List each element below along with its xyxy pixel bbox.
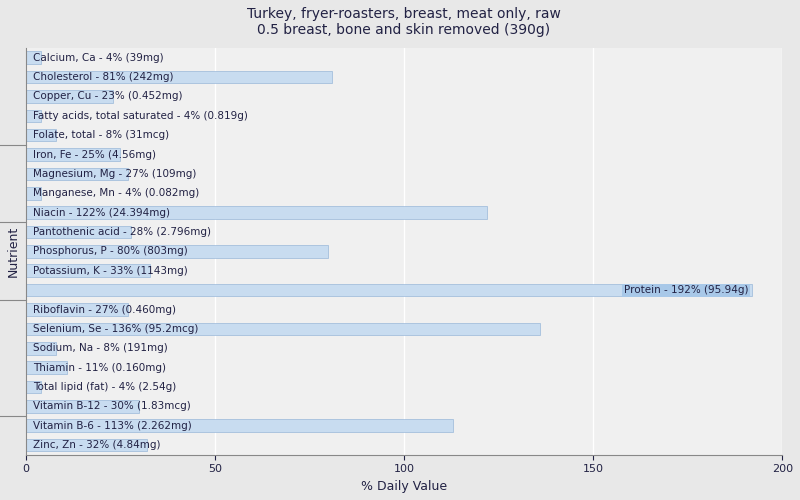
Bar bbox=[26, 168, 128, 180]
Bar bbox=[26, 52, 41, 64]
Text: Copper, Cu - 23% (0.452mg): Copper, Cu - 23% (0.452mg) bbox=[33, 92, 182, 102]
Text: Vitamin B-6 - 113% (2.262mg): Vitamin B-6 - 113% (2.262mg) bbox=[33, 420, 192, 430]
Bar bbox=[26, 187, 41, 200]
Bar bbox=[26, 439, 146, 452]
Text: Calcium, Ca - 4% (39mg): Calcium, Ca - 4% (39mg) bbox=[33, 52, 164, 62]
Text: Manganese, Mn - 4% (0.082mg): Manganese, Mn - 4% (0.082mg) bbox=[33, 188, 199, 198]
Bar bbox=[26, 362, 67, 374]
X-axis label: % Daily Value: % Daily Value bbox=[361, 480, 447, 493]
Bar bbox=[26, 380, 41, 394]
Text: Iron, Fe - 25% (4.56mg): Iron, Fe - 25% (4.56mg) bbox=[33, 150, 156, 160]
Text: Total lipid (fat) - 4% (2.54g): Total lipid (fat) - 4% (2.54g) bbox=[33, 382, 176, 392]
Text: Riboflavin - 27% (0.460mg): Riboflavin - 27% (0.460mg) bbox=[33, 304, 176, 314]
Text: Vitamin B-12 - 30% (1.83mcg): Vitamin B-12 - 30% (1.83mcg) bbox=[33, 402, 191, 411]
Bar bbox=[26, 206, 487, 219]
Bar bbox=[26, 148, 120, 161]
Title: Turkey, fryer-roasters, breast, meat only, raw
0.5 breast, bone and skin removed: Turkey, fryer-roasters, breast, meat onl… bbox=[247, 7, 561, 37]
Text: Sodium, Na - 8% (191mg): Sodium, Na - 8% (191mg) bbox=[33, 343, 168, 353]
Text: Potassium, K - 33% (1143mg): Potassium, K - 33% (1143mg) bbox=[33, 266, 188, 276]
Text: Thiamin - 11% (0.160mg): Thiamin - 11% (0.160mg) bbox=[33, 362, 166, 372]
Bar bbox=[26, 245, 328, 258]
Bar bbox=[26, 71, 332, 84]
Text: Protein - 192% (95.94g): Protein - 192% (95.94g) bbox=[624, 285, 749, 295]
Text: Fatty acids, total saturated - 4% (0.819g): Fatty acids, total saturated - 4% (0.819… bbox=[33, 111, 248, 121]
Bar bbox=[26, 110, 41, 122]
Text: Niacin - 122% (24.394mg): Niacin - 122% (24.394mg) bbox=[33, 208, 170, 218]
Bar bbox=[26, 400, 139, 412]
Bar bbox=[26, 322, 540, 335]
Text: Zinc, Zn - 32% (4.84mg): Zinc, Zn - 32% (4.84mg) bbox=[33, 440, 161, 450]
Text: Phosphorus, P - 80% (803mg): Phosphorus, P - 80% (803mg) bbox=[33, 246, 188, 256]
Text: Selenium, Se - 136% (95.2mcg): Selenium, Se - 136% (95.2mcg) bbox=[33, 324, 198, 334]
Bar bbox=[26, 284, 752, 296]
Bar bbox=[26, 129, 56, 141]
Bar bbox=[26, 226, 131, 238]
Text: Magnesium, Mg - 27% (109mg): Magnesium, Mg - 27% (109mg) bbox=[33, 169, 197, 179]
Bar bbox=[26, 342, 56, 354]
Bar bbox=[26, 303, 128, 316]
Bar bbox=[26, 264, 150, 277]
Text: Folate, total - 8% (31mcg): Folate, total - 8% (31mcg) bbox=[33, 130, 169, 140]
Y-axis label: Nutrient: Nutrient bbox=[7, 226, 20, 277]
Text: Pantothenic acid - 28% (2.796mg): Pantothenic acid - 28% (2.796mg) bbox=[33, 227, 211, 237]
Text: Cholesterol - 81% (242mg): Cholesterol - 81% (242mg) bbox=[33, 72, 174, 82]
Bar bbox=[26, 420, 454, 432]
Bar bbox=[26, 90, 113, 103]
